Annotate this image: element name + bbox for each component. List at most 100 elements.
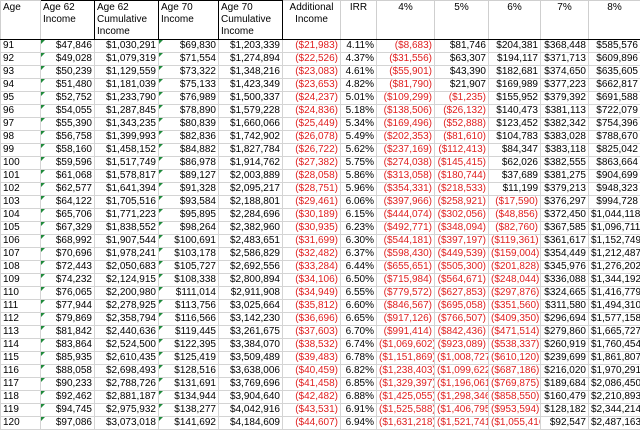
cell-irr[interactable]: 5.49% <box>340 130 377 144</box>
cell-rate-4pct[interactable]: ($354,331) <box>376 182 435 196</box>
cell-age62-cumulative[interactable]: $1,458,152 <box>94 143 159 157</box>
cell-rate-5pct[interactable]: ($180,744) <box>434 169 489 183</box>
cell-irr[interactable]: 5.86% <box>340 169 377 183</box>
cell-age70-income[interactable]: $75,133 <box>158 78 219 92</box>
cell-age70-income[interactable]: $89,127 <box>158 169 219 183</box>
cell-rate-5pct[interactable]: ($564,671) <box>434 273 489 287</box>
cell-rate-5pct[interactable]: ($81,610) <box>434 130 489 144</box>
cell-age62-cumulative[interactable]: $2,881,187 <box>94 390 159 404</box>
cell-rate-5pct[interactable]: ($145,415) <box>434 156 489 170</box>
cell-additional-income[interactable]: ($29,461) <box>282 195 341 209</box>
cell-irr[interactable]: 6.37% <box>340 247 377 261</box>
cell-rate-4pct[interactable]: ($1,425,055) <box>376 390 435 404</box>
cell-irr[interactable]: 6.65% <box>340 312 377 326</box>
cell-rate-5pct[interactable]: ($218,533) <box>434 182 489 196</box>
cell-age70-income[interactable]: $84,882 <box>158 143 219 157</box>
cell-additional-income[interactable]: ($36,696) <box>282 312 341 326</box>
cell-age62-cumulative[interactable]: $1,641,394 <box>94 182 159 196</box>
cell-rate-4pct[interactable]: ($202,353) <box>376 130 435 144</box>
cell-rate-4pct[interactable]: ($55,901) <box>376 65 435 79</box>
header-age[interactable]: Age <box>0 0 41 40</box>
cell-additional-income[interactable]: ($42,482) <box>282 390 341 404</box>
cell-age62-income[interactable]: $55,390 <box>40 117 95 131</box>
cell-additional-income[interactable]: ($43,531) <box>282 403 341 417</box>
header-additional-income[interactable]: Additional Income <box>282 0 341 40</box>
cell-age70-cumulative[interactable]: $3,769,696 <box>218 377 283 391</box>
cell-additional-income[interactable]: ($37,603) <box>282 325 341 339</box>
cell-rate-4pct[interactable]: ($1,151,869) <box>376 351 435 365</box>
cell-age[interactable]: 109 <box>0 273 41 287</box>
cell-age70-income[interactable]: $103,178 <box>158 247 219 261</box>
cell-additional-income[interactable]: ($25,449) <box>282 117 341 131</box>
cell-age62-cumulative[interactable]: $2,358,794 <box>94 312 159 326</box>
cell-rate-5pct[interactable]: ($505,300) <box>434 260 489 274</box>
cell-rate-5pct[interactable]: ($1,008,727) <box>434 351 489 365</box>
cell-rate-7pct[interactable]: $382,342 <box>540 117 589 131</box>
cell-age70-cumulative[interactable]: $3,261,675 <box>218 325 283 339</box>
cell-age70-income[interactable]: $108,338 <box>158 273 219 287</box>
cell-irr[interactable]: 5.96% <box>340 182 377 196</box>
cell-rate-4pct[interactable]: ($138,506) <box>376 104 435 118</box>
cell-age[interactable]: 104 <box>0 208 41 222</box>
cell-age62-income[interactable]: $65,706 <box>40 208 95 222</box>
header-age70-cumulative[interactable]: Age 70 Cumulative Income <box>218 0 283 40</box>
cell-rate-4pct[interactable]: ($492,771) <box>376 221 435 235</box>
cell-additional-income[interactable]: ($40,459) <box>282 364 341 378</box>
cell-age62-cumulative[interactable]: $1,578,817 <box>94 169 159 183</box>
header-5pct[interactable]: 5% <box>434 0 489 40</box>
cell-age70-cumulative[interactable]: $1,500,337 <box>218 91 283 105</box>
cell-age[interactable]: 97 <box>0 117 41 131</box>
cell-age70-income[interactable]: $71,554 <box>158 52 219 66</box>
cell-rate-8pct[interactable]: $585,576 <box>588 39 640 53</box>
cell-age70-cumulative[interactable]: $1,579,228 <box>218 104 283 118</box>
cell-irr[interactable]: 6.30% <box>340 234 377 248</box>
cell-age70-cumulative[interactable]: $1,348,216 <box>218 65 283 79</box>
cell-rate-8pct[interactable]: $609,896 <box>588 52 640 66</box>
cell-rate-4pct[interactable]: ($109,299) <box>376 91 435 105</box>
cell-rate-7pct[interactable]: $296,694 <box>540 312 589 326</box>
cell-age70-cumulative[interactable]: $2,382,960 <box>218 221 283 235</box>
cell-age[interactable]: 117 <box>0 377 41 391</box>
cell-additional-income[interactable]: ($39,483) <box>282 351 341 365</box>
cell-age62-income[interactable]: $59,596 <box>40 156 95 170</box>
cell-rate-4pct[interactable]: ($313,058) <box>376 169 435 183</box>
cell-rate-6pct[interactable]: ($538,337) <box>488 338 541 352</box>
cell-age62-cumulative[interactable]: $2,610,435 <box>94 351 159 365</box>
cell-age62-cumulative[interactable]: $1,517,749 <box>94 156 159 170</box>
cell-irr[interactable]: 6.50% <box>340 273 377 287</box>
cell-age62-cumulative[interactable]: $2,440,636 <box>94 325 159 339</box>
cell-rate-8pct[interactable]: $1,152,749 <box>588 234 640 248</box>
cell-irr[interactable]: 6.23% <box>340 221 377 235</box>
cell-age62-cumulative[interactable]: $1,233,790 <box>94 91 159 105</box>
cell-age70-income[interactable]: $100,691 <box>158 234 219 248</box>
cell-rate-6pct[interactable]: $11,199 <box>488 182 541 196</box>
cell-additional-income[interactable]: ($30,189) <box>282 208 341 222</box>
cell-age[interactable]: 106 <box>0 234 41 248</box>
cell-additional-income[interactable]: ($23,083) <box>282 65 341 79</box>
cell-age70-cumulative[interactable]: $3,384,070 <box>218 338 283 352</box>
cell-irr[interactable]: 6.88% <box>340 390 377 404</box>
cell-irr[interactable]: 6.06% <box>340 195 377 209</box>
cell-rate-8pct[interactable]: $635,605 <box>588 65 640 79</box>
cell-age62-income[interactable]: $76,065 <box>40 286 95 300</box>
cell-rate-6pct[interactable]: $84,347 <box>488 143 541 157</box>
cell-rate-8pct[interactable]: $754,396 <box>588 117 640 131</box>
cell-rate-5pct[interactable]: ($302,056) <box>434 208 489 222</box>
cell-rate-4pct[interactable]: ($8,683) <box>376 39 435 53</box>
cell-age70-cumulative[interactable]: $2,800,894 <box>218 273 283 287</box>
cell-rate-8pct[interactable]: $722,079 <box>588 104 640 118</box>
cell-age62-cumulative[interactable]: $1,399,993 <box>94 130 159 144</box>
cell-rate-8pct[interactable]: $2,487,163 <box>588 416 640 430</box>
cell-age70-cumulative[interactable]: $3,509,489 <box>218 351 283 365</box>
cell-age62-income[interactable]: $85,935 <box>40 351 95 365</box>
cell-age70-cumulative[interactable]: $1,742,902 <box>218 130 283 144</box>
cell-rate-5pct[interactable]: $43,390 <box>434 65 489 79</box>
cell-age[interactable]: 116 <box>0 364 41 378</box>
cell-age[interactable]: 98 <box>0 130 41 144</box>
cell-rate-5pct[interactable]: ($26,132) <box>434 104 489 118</box>
cell-rate-5pct[interactable]: ($842,436) <box>434 325 489 339</box>
cell-rate-5pct[interactable]: ($258,921) <box>434 195 489 209</box>
cell-additional-income[interactable]: ($32,482) <box>282 247 341 261</box>
cell-rate-7pct[interactable]: $160,479 <box>540 390 589 404</box>
cell-age[interactable]: 118 <box>0 390 41 404</box>
